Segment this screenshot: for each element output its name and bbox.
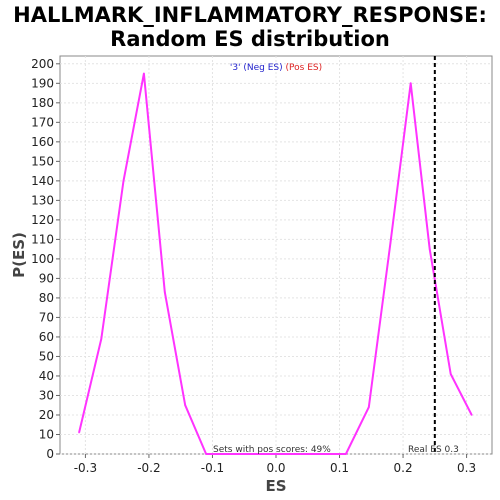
es-density-point xyxy=(428,248,431,250)
x-tick-label: -0.3 xyxy=(74,461,97,475)
es-density-point xyxy=(78,431,80,434)
y-tick-label: 20 xyxy=(39,408,54,422)
es-density-point xyxy=(143,72,145,75)
x-tick-label: 0.2 xyxy=(394,461,413,475)
es-density-point xyxy=(409,82,412,85)
legend-pos-es: (Pos ES) xyxy=(286,63,323,73)
es-density-point xyxy=(449,373,452,375)
y-tick-label: 180 xyxy=(31,96,54,110)
y-tick-label: 190 xyxy=(31,76,54,90)
y-tick-label: 170 xyxy=(31,115,54,129)
es-density-point xyxy=(345,453,347,455)
es-density-point xyxy=(100,338,103,340)
es-density-point xyxy=(389,242,392,245)
chart-subtitle: Random ES distribution xyxy=(110,27,390,51)
y-tick-label: 110 xyxy=(31,232,54,246)
legend: '3' (Neg ES) (Pos ES) xyxy=(230,63,322,73)
plot-area xyxy=(59,55,493,455)
es-density-point xyxy=(205,453,207,455)
y-tick-label: 50 xyxy=(39,349,54,363)
y-tick-label: 130 xyxy=(31,193,54,207)
x-tick-label: 0.0 xyxy=(266,461,285,475)
axes: 0 10 20 30 40 50 60 70 80 90 100 110 120 130 140 150 160… xyxy=(31,57,476,475)
y-tick-label: 150 xyxy=(31,154,54,168)
y-tick-label: 70 xyxy=(39,310,54,324)
es-density-point xyxy=(164,291,166,293)
y-tick-label: 0 xyxy=(46,447,54,461)
y-tick-label: 40 xyxy=(39,369,54,383)
x-tick-label: -0.1 xyxy=(201,461,224,475)
es-density-point xyxy=(122,180,125,182)
y-tick-label: 10 xyxy=(39,427,54,441)
chart-title: HALLMARK_INFLAMMATORY_RESPONSE: xyxy=(13,3,487,27)
y-tick-label: 60 xyxy=(39,330,54,344)
y-tick-label: 160 xyxy=(31,135,54,149)
y-tick-label: 140 xyxy=(31,174,54,188)
x-tick-label: 0.1 xyxy=(330,461,349,475)
es-density-point xyxy=(367,406,370,408)
y-tick-label: 120 xyxy=(31,213,54,227)
pos-scores-annotation: Sets with pos scores: 49% xyxy=(213,445,331,455)
x-tick-label: 0.3 xyxy=(457,461,476,475)
real-es-label: Real ES 0.3 xyxy=(408,445,459,455)
y-tick-label: 30 xyxy=(39,388,54,402)
es-density-point xyxy=(470,414,473,416)
y-tick-label: 200 xyxy=(31,57,54,71)
y-tick-label: 90 xyxy=(39,271,54,285)
y-axis-label: P(ES) xyxy=(10,232,28,278)
x-axis-label: ES xyxy=(265,477,286,495)
es-density-point xyxy=(184,404,186,407)
es-density-line xyxy=(78,72,473,455)
x-tick-label: -0.2 xyxy=(137,461,160,475)
series-group xyxy=(78,72,473,455)
y-tick-label: 100 xyxy=(31,252,54,266)
y-tick-label: 80 xyxy=(39,291,54,305)
legend-neg-es: '3' (Neg ES) xyxy=(230,63,283,73)
